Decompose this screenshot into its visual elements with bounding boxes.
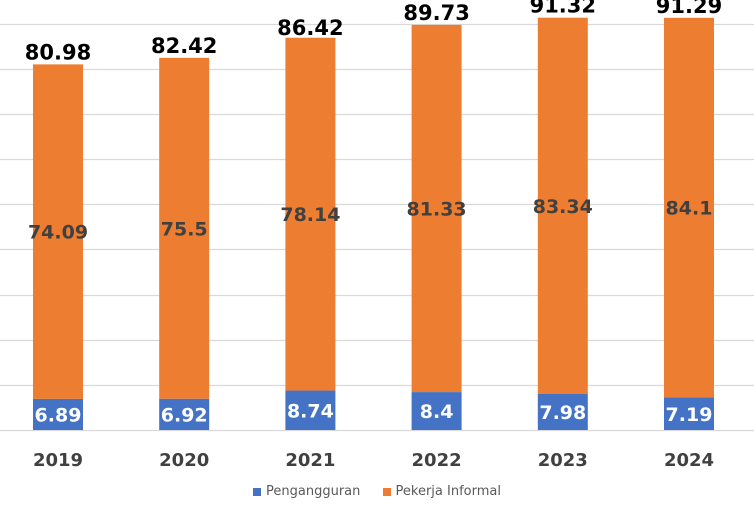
data-label-pengangguran-2019: 6.89: [35, 404, 82, 426]
bar-pengangguran-2024: [664, 397, 714, 430]
legend-label-pengangguran: Pengangguran: [266, 484, 361, 499]
x-tick-label-2022: 2022: [412, 450, 462, 471]
x-tick-label-2024: 2024: [664, 450, 714, 471]
legend-swatch-pengangguran: [253, 487, 261, 496]
x-tick-label-2021: 2021: [285, 450, 335, 471]
data-label-pengangguran-2023: 7.98: [539, 402, 586, 424]
bar-pekerja-informal-2023: [537, 17, 588, 394]
bar-pengangguran-2019: [33, 398, 83, 430]
legend-label-pekerja-informal: Pekerja Informal: [395, 484, 501, 499]
bar-pekerja-informal-2022: [411, 24, 462, 393]
total-label-2019: 80.98: [25, 40, 91, 64]
total-label-2021: 86.42: [277, 16, 343, 40]
bar-pengangguran-2023: [537, 393, 588, 430]
bar-pekerja-informal-2021: [285, 37, 336, 391]
total-label-2023: 91.32: [530, 0, 596, 18]
total-label-2022: 89.73: [403, 1, 469, 25]
x-tick-label-2020: 2020: [159, 450, 209, 471]
total-label-2024: 91.29: [656, 0, 722, 18]
bar-pekerja-informal-2024: [664, 17, 714, 398]
legend: Pengangguran Pekerja Informal: [0, 484, 754, 500]
gridlines: [0, 23, 754, 432]
bar-pekerja-informal-2019: [33, 64, 83, 399]
data-label-pekerja-informal-2023: 83.34: [533, 196, 593, 218]
data-label-pengangguran-2020: 6.92: [161, 404, 208, 426]
bar-pengangguran-2022: [411, 392, 462, 430]
x-tick-label-2023: 2023: [538, 450, 588, 471]
bar-pengangguran-2020: [159, 398, 210, 430]
bar-pengangguran-2021: [285, 390, 336, 430]
x-tick-label-2019: 2019: [33, 450, 83, 471]
bar-pekerja-informal-2020: [159, 57, 210, 399]
x-axis-tick-labels: 2019 2020 2021 2022 2023 2024: [33, 450, 714, 471]
data-label-pengangguran-2021: 8.74: [287, 400, 334, 422]
data-label-pekerja-informal-2024: 84.1: [666, 198, 713, 220]
data-label-pekerja-informal-2019: 74.09: [28, 222, 88, 244]
data-label-pengangguran-2022: 8.4: [420, 401, 454, 423]
data-labels: 6.89 74.09 80.98 6.92 75.5 82.42 8.74 78.14 86.4…: [25, 0, 722, 426]
legend-swatch-pekerja-informal: [382, 487, 391, 496]
legend-item-pekerja-informal: Pekerja Informal: [382, 484, 501, 499]
data-label-pekerja-informal-2021: 78.14: [280, 204, 340, 226]
legend-item-pengangguran: Pengangguran: [253, 484, 360, 499]
data-label-pengangguran-2024: 7.19: [666, 404, 713, 426]
data-label-pekerja-informal-2022: 81.33: [407, 198, 467, 220]
bars: [33, 17, 714, 430]
total-label-2020: 82.42: [151, 34, 217, 58]
data-label-pekerja-informal-2020: 75.5: [161, 218, 208, 240]
stacked-bar-chart: 6.89 74.09 80.98 6.92 75.5 82.42 8.74 78.14 86.4…: [0, 0, 754, 471]
